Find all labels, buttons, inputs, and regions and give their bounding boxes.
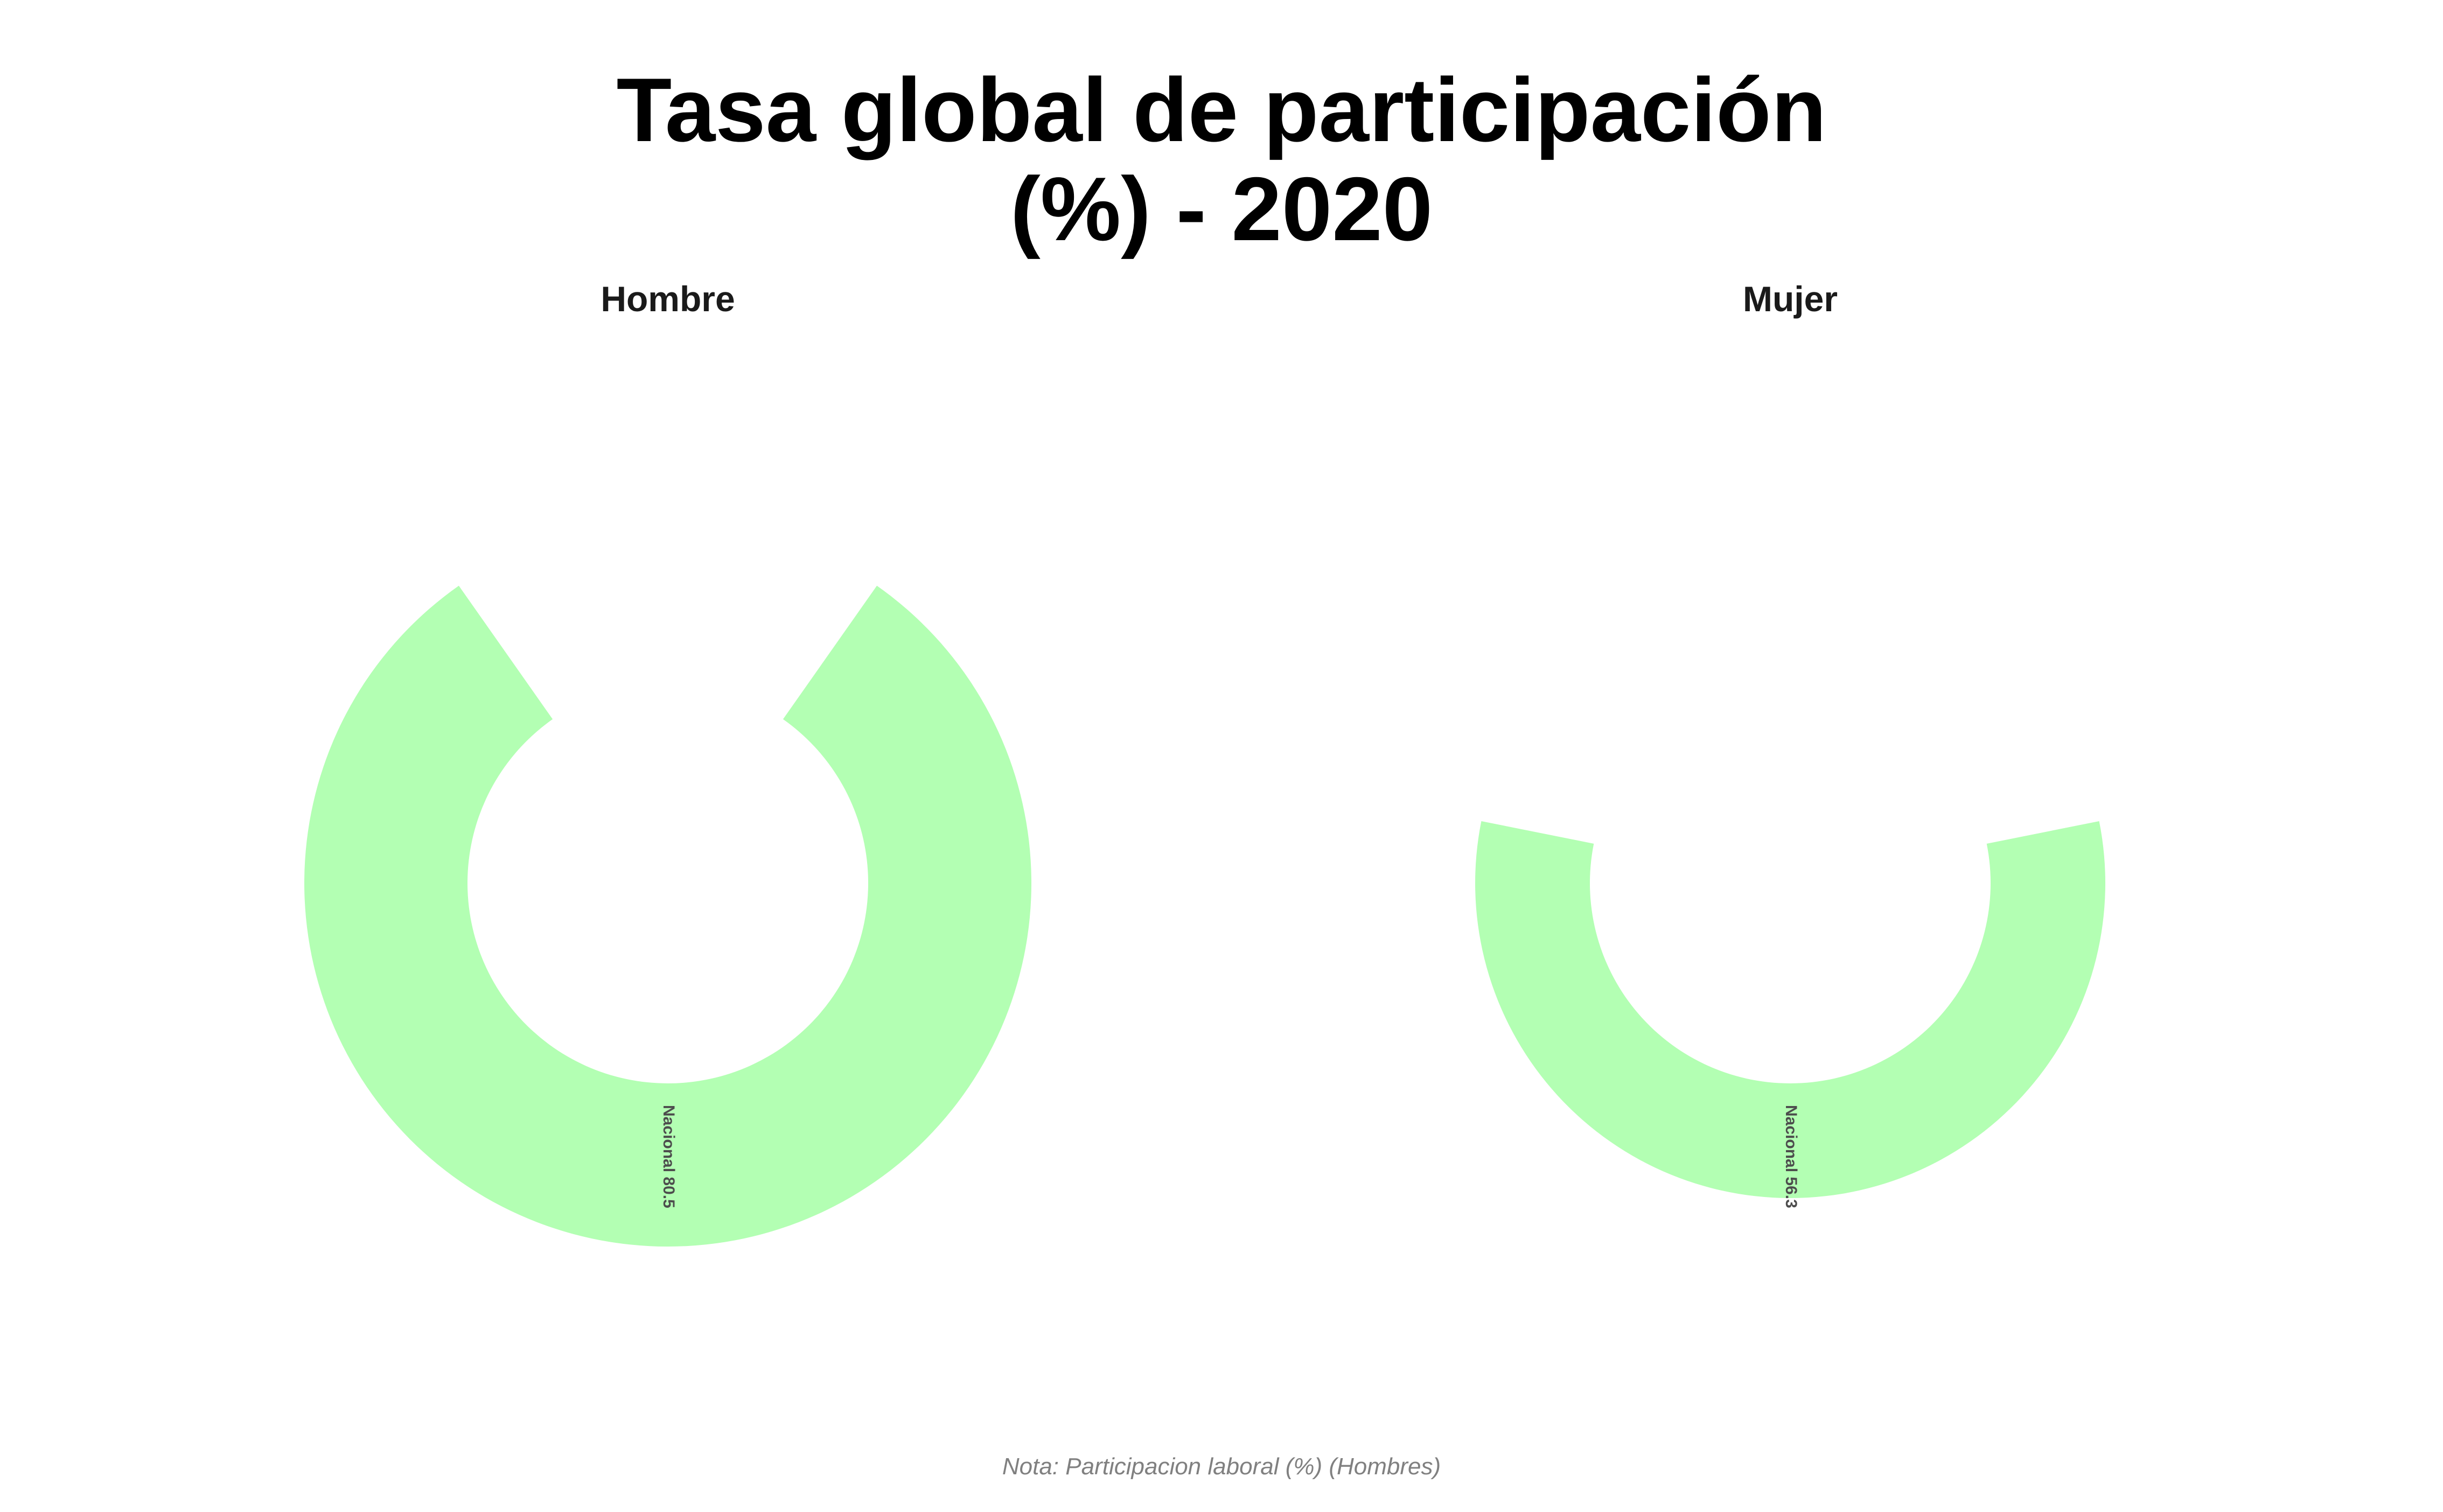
radial-bar-mujer-nacional — [1475, 821, 2105, 1199]
chart-caption: Nota: Participacion laboral (%) (Hombres… — [1002, 1453, 1441, 1480]
radial-bar-hombre-nacional — [304, 585, 1031, 1247]
bar-label-hombre-nacional: Nacional 80.5 — [660, 1105, 678, 1208]
chart-title-line-1: Tasa global de participación — [617, 59, 1827, 160]
panel-mujer: Mujer Nacional 56.3 — [1475, 279, 2105, 1208]
chart-title-line-2: (%) - 2020 — [1010, 158, 1433, 260]
facet-label-mujer: Mujer — [1743, 279, 1838, 319]
bar-label-mujer-nacional: Nacional 56.3 — [1782, 1105, 1800, 1208]
facet-label-hombre: Hombre — [601, 279, 735, 319]
panel-hombre: Hombre Nacional 80.5 — [304, 279, 1031, 1247]
